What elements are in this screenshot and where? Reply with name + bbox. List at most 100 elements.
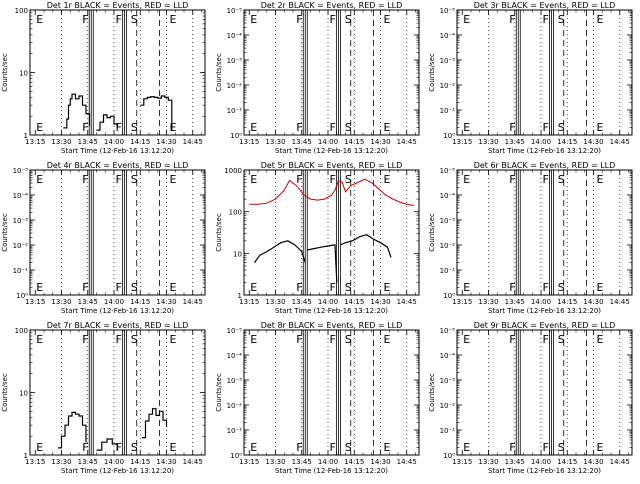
marker-label-f: F <box>509 13 515 26</box>
x-tick-label: 14:15 <box>344 298 364 306</box>
x-tick-label: 14:45 <box>610 458 630 466</box>
x-tick-label: 14:15 <box>130 138 150 146</box>
x-tick-label: 13:15 <box>452 138 472 146</box>
series-events-line <box>142 408 168 439</box>
x-tick-label: 13:15 <box>239 138 259 146</box>
x-tick-label: 14:45 <box>397 298 417 306</box>
y-tick-label: 1 <box>238 292 242 300</box>
y-tick-label: 10⁰ <box>443 452 455 460</box>
x-tick-label: 14:00 <box>531 298 551 306</box>
y-tick-label: 10⁻⁵ <box>227 327 243 335</box>
y-axis-label: Counts/sec <box>1 53 9 92</box>
marker-label-f: F <box>82 333 88 346</box>
marker-label-f: F <box>509 333 515 346</box>
marker-label-e: E <box>597 173 604 186</box>
x-tick-label: 14:30 <box>370 298 390 306</box>
marker-label-f: F <box>296 333 302 346</box>
marker-label-s: S <box>345 281 352 294</box>
marker-label-f: F <box>543 13 549 26</box>
marker-label-f: F <box>543 333 549 346</box>
x-tick-label: 13:30 <box>51 138 71 146</box>
series-events-line <box>140 95 173 131</box>
x-tick-label: 14:00 <box>531 138 551 146</box>
y-axis-label: Counts/sec <box>428 213 436 252</box>
x-tick-label: 14:15 <box>344 458 364 466</box>
marker-label-e: E <box>36 441 43 454</box>
y-tick-label: 10 <box>19 70 28 78</box>
x-tick-label: 13:15 <box>25 298 45 306</box>
marker-label-s: S <box>558 13 565 26</box>
x-tick-label: 14:15 <box>130 298 150 306</box>
x-tick-label: 14:15 <box>557 298 577 306</box>
x-tick-label: 13:15 <box>452 458 472 466</box>
marker-label-f: F <box>509 441 515 454</box>
marker-label-f: F <box>509 121 515 134</box>
panel-title: Det 1r BLACK = Events, RED = LLD <box>47 1 189 10</box>
marker-label-f: F <box>543 121 549 134</box>
y-axis-label: Counts/sec <box>428 373 436 412</box>
marker-label-f: F <box>82 441 88 454</box>
y-tick-label: 100 <box>15 7 28 15</box>
marker-label-f: F <box>116 333 122 346</box>
marker-label-e: E <box>384 121 391 134</box>
x-tick-label: 13:45 <box>78 458 98 466</box>
marker-label-e: E <box>384 441 391 454</box>
y-axis-label: Counts/sec <box>215 373 223 412</box>
marker-label-f: F <box>116 281 122 294</box>
marker-label-f: F <box>296 121 302 134</box>
panel-title: Det 3r BLACK = Events, RED = LLD <box>474 1 616 10</box>
marker-label-f: F <box>543 173 549 186</box>
y-tick-label: 10⁰ <box>443 292 455 300</box>
panel-title: Det 4r BLACK = Events, RED = LLD <box>47 161 189 170</box>
marker-label-e: E <box>384 173 391 186</box>
panel-det-5r: Det 5r BLACK = Events, RED = LLD 1 10 100 10… <box>215 161 420 315</box>
panel-title: Det 9r BLACK = Events, RED = LLD <box>474 321 616 330</box>
y-tick-label: 10⁻⁵ <box>227 7 243 15</box>
marker-label-e: E <box>597 333 604 346</box>
y-tick-label: 10⁻¹ <box>13 267 29 275</box>
x-tick-label: 14:15 <box>557 138 577 146</box>
y-tick-label: 10⁰ <box>230 132 242 140</box>
y-tick-label: 10⁻² <box>227 402 243 410</box>
y-tick-label: 10⁻³ <box>227 57 243 65</box>
marker-label-f: F <box>296 281 302 294</box>
marker-label-f: F <box>330 173 336 186</box>
marker-label-e: E <box>36 333 43 346</box>
plot-frame <box>456 169 633 296</box>
y-tick-label: 10⁻³ <box>440 217 456 225</box>
marker-label-e: E <box>36 13 43 26</box>
x-tick-label: 13:30 <box>265 298 285 306</box>
marker-label-e: E <box>597 121 604 134</box>
x-tick-label: 14:30 <box>583 298 603 306</box>
plot-frame <box>456 329 633 456</box>
plot-frame <box>29 329 206 456</box>
x-axis-label: Start Time (12-Feb-16 13:12:20) <box>61 307 174 315</box>
x-axis-label: Start Time (12-Feb-16 13:12:20) <box>488 307 601 315</box>
x-tick-label: 14:30 <box>156 298 176 306</box>
y-tick-label: 10⁻⁵ <box>13 167 29 175</box>
x-tick-label: 13:30 <box>265 458 285 466</box>
x-tick-label: 14:00 <box>318 458 338 466</box>
x-tick-label: 13:15 <box>25 138 45 146</box>
x-tick-label: 14:45 <box>610 298 630 306</box>
marker-label-f: F <box>330 121 336 134</box>
plot-frame <box>243 329 420 456</box>
marker-label-e: E <box>170 173 177 186</box>
x-tick-label: 14:30 <box>583 458 603 466</box>
marker-label-f: F <box>116 173 122 186</box>
plot-frame <box>29 169 206 296</box>
marker-label-s: S <box>558 441 565 454</box>
marker-label-e: E <box>36 121 43 134</box>
x-tick-label: 14:15 <box>344 138 364 146</box>
marker-label-s: S <box>345 333 352 346</box>
marker-label-e: E <box>463 333 470 346</box>
y-tick-label: 10⁻⁵ <box>440 167 456 175</box>
x-axis-label: Start Time (12-Feb-16 13:12:20) <box>488 147 601 155</box>
x-tick-label: 14:30 <box>370 138 390 146</box>
x-tick-label: 14:00 <box>104 458 124 466</box>
y-tick-label: 10⁻² <box>440 242 456 250</box>
marker-label-s: S <box>131 441 138 454</box>
marker-label-e: E <box>36 173 43 186</box>
y-tick-label: 10⁻⁴ <box>13 192 29 200</box>
y-tick-label: 10⁻³ <box>440 377 456 385</box>
